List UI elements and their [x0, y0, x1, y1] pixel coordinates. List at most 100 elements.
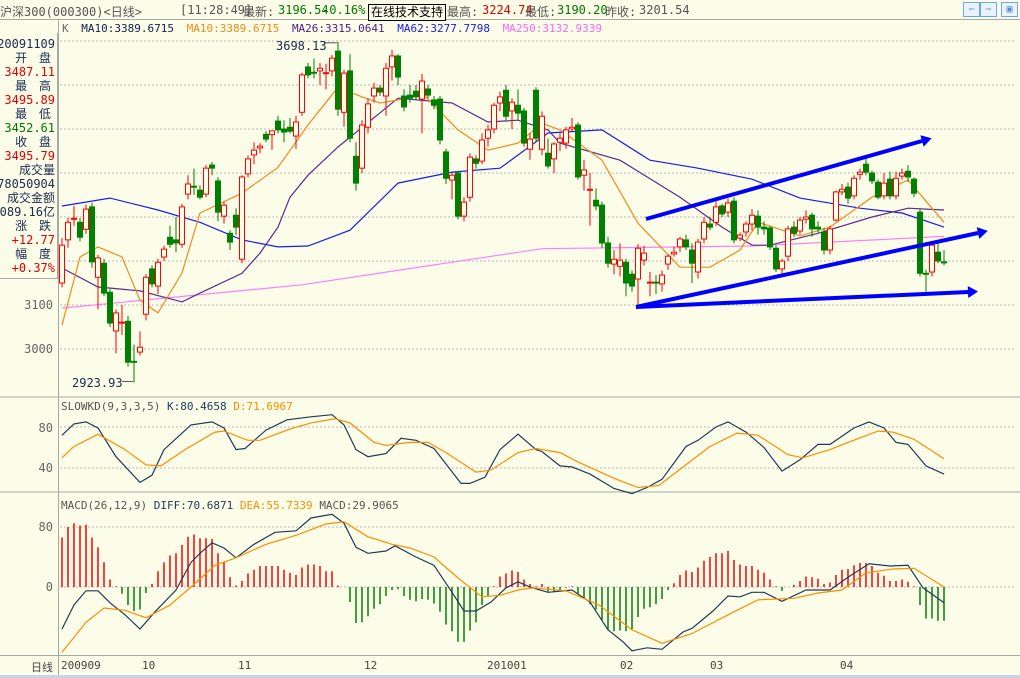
candle-down [377, 87, 383, 93]
candle-up [587, 188, 593, 191]
candle-up [221, 204, 227, 217]
candle-up [695, 241, 701, 273]
info-low: 3452.61 [4, 121, 55, 135]
next-arrow-icon[interactable]: ⇨ [980, 2, 997, 17]
candle-down [347, 70, 353, 139]
candle-down [887, 178, 893, 197]
legend-ma10-orange: MA10:3389.6715 [186, 22, 280, 35]
candle-down [731, 200, 737, 241]
trend-annotations [635, 135, 988, 309]
x-axis: 日线 200909 10 11 12 201001 02 03 04 [0, 655, 1020, 676]
price-tick-3100: 3100 [24, 298, 53, 312]
candle-down [401, 95, 407, 108]
candle-up [365, 103, 371, 128]
candle-down [683, 239, 689, 248]
candle-down [167, 236, 173, 245]
candle-down [773, 247, 779, 270]
candle-up [65, 221, 71, 241]
candle-down [791, 226, 797, 234]
info-amount: 1089.16亿 [0, 205, 55, 219]
quote-time: [11:28:49] [180, 3, 253, 17]
restore-window-icon[interactable]: ▣ [1001, 2, 1018, 17]
period-label: 日线 [31, 661, 53, 674]
candle-up [743, 223, 749, 233]
candle-up [557, 137, 563, 143]
x-tick: 11 [238, 659, 252, 672]
candle-down [533, 89, 539, 139]
macd-title: MACD(26,12,9) [61, 499, 148, 512]
kd-lines [61, 414, 945, 495]
candle-up [551, 143, 557, 160]
candle-up [803, 216, 809, 220]
high-value: 3224.74 [482, 3, 533, 17]
candle-up [461, 201, 467, 217]
candle-up [659, 274, 665, 285]
low-label: 最低: [525, 5, 557, 19]
high-annotation: 3698.13 [276, 39, 327, 53]
macd-dea-value: DEA:55.7339 [239, 499, 313, 512]
candle-up [329, 57, 335, 72]
kd-tick-80: 80 [38, 421, 53, 435]
prev-close-value: 3201.54 [639, 3, 690, 17]
candle-up [137, 346, 143, 353]
kd-title: SLOWKD(9,3,3,5) [61, 400, 161, 413]
candle-up [893, 177, 899, 197]
candle-up [713, 206, 719, 223]
candle-up [647, 281, 653, 284]
low-annotation: 2923.93 [72, 376, 123, 390]
candle-down [311, 71, 317, 74]
candle-up [581, 169, 587, 176]
x-tick: 10 [142, 659, 156, 672]
candle-up [245, 158, 251, 175]
candle-down [809, 214, 815, 230]
candle-down [101, 262, 107, 294]
info-close: 3495.79 [4, 149, 55, 163]
candle-down [875, 181, 881, 198]
trend-line [645, 139, 923, 221]
candle-down [215, 180, 221, 213]
candle-up [341, 72, 347, 113]
macd-value: MACD:29.9065 [319, 499, 399, 512]
candle-down [191, 185, 197, 188]
candle-down [521, 110, 527, 144]
info-high-label: 最 高 [15, 79, 55, 93]
candle-down [275, 120, 281, 131]
candle-down [455, 172, 461, 217]
legend-k: K [62, 22, 69, 35]
candle-down [107, 291, 113, 324]
info-pct: +0.37% [11, 261, 55, 275]
candle-up [827, 228, 833, 251]
price-tick-3000: 3000 [24, 342, 53, 356]
ma250-series [61, 235, 945, 309]
info-low-label: 最 低 [15, 107, 55, 121]
candle-up [641, 252, 647, 261]
candle-down [503, 89, 509, 117]
candle-up [701, 221, 707, 240]
legend-ma250: MA250:3132.9339 [502, 22, 602, 35]
x-tick: 201001 [487, 659, 527, 672]
candle-down [653, 281, 659, 284]
candle-up [185, 183, 191, 195]
candle-down [209, 164, 215, 169]
candle-down [575, 124, 581, 178]
candle-down [917, 211, 923, 274]
candle-up [155, 261, 161, 287]
prev-arrow-icon[interactable]: ⇦ [963, 2, 980, 17]
candle-up [491, 104, 497, 130]
candle-up [851, 177, 857, 197]
candle-up [119, 321, 125, 324]
prev-close-label: 昨收: [605, 5, 637, 19]
candle-down [629, 273, 635, 287]
candle-down [263, 133, 269, 140]
candle-up [509, 101, 515, 112]
x-tick: 12 [364, 659, 378, 672]
trend-arrowhead-icon [920, 135, 932, 147]
candle-up [299, 74, 305, 113]
candle-down [815, 226, 821, 230]
info-open: 3487.11 [4, 65, 55, 79]
candle-up [929, 244, 935, 273]
candle-down [863, 163, 869, 173]
candle-up [83, 208, 89, 230]
candle-down [77, 221, 83, 238]
